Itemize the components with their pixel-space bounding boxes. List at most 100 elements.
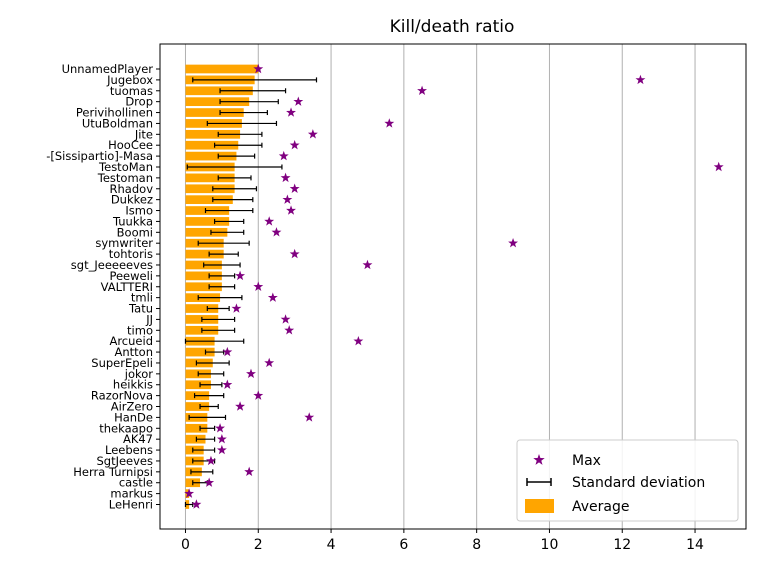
y-tick-label: -[Sissipartio]-Masa: [46, 149, 153, 163]
legend-std-marker: [526, 478, 552, 486]
x-ticks: 0 2 4 6 8 10 12 14: [181, 529, 704, 553]
y-tick-label: tuomas: [110, 84, 153, 98]
y-tick-label: sgt_Jeeeeeves: [71, 258, 153, 272]
max-marker: [635, 74, 646, 85]
bar: [185, 64, 259, 74]
x-tick-label: 8: [472, 537, 481, 553]
x-tick-label: 14: [686, 537, 704, 553]
bar: [185, 184, 235, 194]
max-marker: [253, 390, 264, 400]
max-marker: [289, 183, 300, 193]
y-tick-label: Peeweli: [109, 269, 153, 283]
y-tick-label: Leebens: [105, 443, 153, 457]
bar: [185, 151, 237, 161]
legend-label-max: Max: [572, 453, 601, 469]
max-marker: [264, 216, 275, 226]
max-marker: [307, 129, 318, 139]
y-tick-label: LeHenri: [109, 498, 153, 512]
legend-max-marker: [533, 454, 545, 465]
x-tick-label: 2: [254, 537, 263, 553]
bar: [185, 282, 222, 292]
y-tick-label: HooCee: [108, 138, 153, 152]
bar: [185, 380, 211, 390]
y-tick-label: Arcueid: [109, 334, 153, 348]
chart-title: Kill/death ratio: [390, 17, 515, 37]
y-tick-label: HanDe: [114, 410, 153, 424]
max-marker: [244, 466, 255, 477]
legend-label-std: Standard deviation: [572, 475, 705, 491]
y-tick-label: symwriter: [95, 236, 153, 250]
max-marker: [282, 194, 293, 204]
max-marker: [253, 63, 264, 74]
x-tick-label: 10: [541, 537, 559, 553]
y-tick-label: SgtJeeves: [96, 454, 153, 468]
max-marker: [286, 107, 296, 117]
max-marker: [289, 140, 300, 150]
max-marker: [362, 259, 373, 270]
max-marker: [216, 444, 227, 455]
y-tick-label: thekaapo: [99, 421, 153, 435]
max-marker: [235, 270, 246, 281]
y-tick-label: Ismo: [125, 204, 153, 218]
bar: [185, 217, 230, 226]
max-marker: [417, 85, 428, 95]
bar: [185, 271, 222, 281]
bar: [185, 249, 224, 259]
y-tick-label: tohtoris: [109, 247, 153, 261]
bar: [185, 434, 206, 444]
y-tick-label: AirZero: [111, 400, 153, 414]
y-tick-label: JJ: [145, 312, 153, 326]
max-marker: [191, 499, 202, 509]
max-marker: [278, 150, 289, 161]
y-tick-label: Boomi: [117, 225, 153, 239]
bar: [185, 347, 215, 357]
max-marker: [286, 205, 296, 215]
max-marker: [235, 401, 246, 411]
max-marker: [253, 281, 264, 291]
max-marker: [222, 346, 233, 357]
max-marker: [215, 423, 225, 433]
max-marker: [204, 477, 215, 487]
max-marker: [280, 314, 291, 324]
bar: [185, 402, 210, 411]
y-tick-label: UtuBoldman: [82, 116, 153, 130]
max-marker: [231, 303, 242, 313]
y-tick-label: SuperEpeli: [91, 356, 153, 370]
legend-average-swatch: [525, 499, 554, 513]
max-marker: [267, 292, 278, 302]
x-tick-label: 12: [613, 537, 631, 553]
y-tick-label: Drop: [125, 95, 153, 109]
grid-lines: [184, 44, 696, 529]
max-marker: [246, 368, 256, 379]
y-tick-label: Jugebox: [106, 73, 153, 87]
y-tick-label: VALTTERI: [101, 280, 153, 294]
bar: [185, 86, 253, 96]
y-tick-label: Tuukka: [112, 214, 153, 228]
max-marker: [508, 238, 518, 248]
y-tick-label: heikkis: [113, 378, 153, 392]
y-tick-label: castle: [119, 476, 153, 490]
legend-label-average: Average: [572, 499, 630, 515]
max-marker: [216, 433, 227, 444]
y-tick-label: Tatu: [128, 302, 153, 316]
max-marker: [264, 357, 275, 368]
bar: [185, 304, 219, 313]
y-ticks: UnnamedPlayerJugeboxtuomasDropPeriviholl…: [46, 62, 160, 512]
max-marker: [289, 248, 300, 259]
max-marker: [271, 227, 282, 237]
max-marker: [384, 118, 395, 128]
x-tick-label: 0: [181, 537, 190, 553]
legend: Max Standard deviation Average: [516, 439, 739, 522]
y-tick-label: Antton: [115, 345, 154, 359]
max-marker: [184, 488, 195, 498]
max-marker: [304, 412, 315, 422]
y-tick-label: Perivihollinen: [76, 106, 153, 120]
max-marker: [284, 325, 295, 335]
y-tick-label: TestoMan: [98, 160, 153, 174]
legend-frame: [516, 439, 739, 522]
y-tick-label: Rhadov: [110, 182, 154, 196]
bar: [185, 140, 239, 150]
max-marker: [293, 96, 304, 106]
y-tick-label: Jite: [134, 127, 153, 141]
y-tick-label: timo: [127, 323, 153, 337]
